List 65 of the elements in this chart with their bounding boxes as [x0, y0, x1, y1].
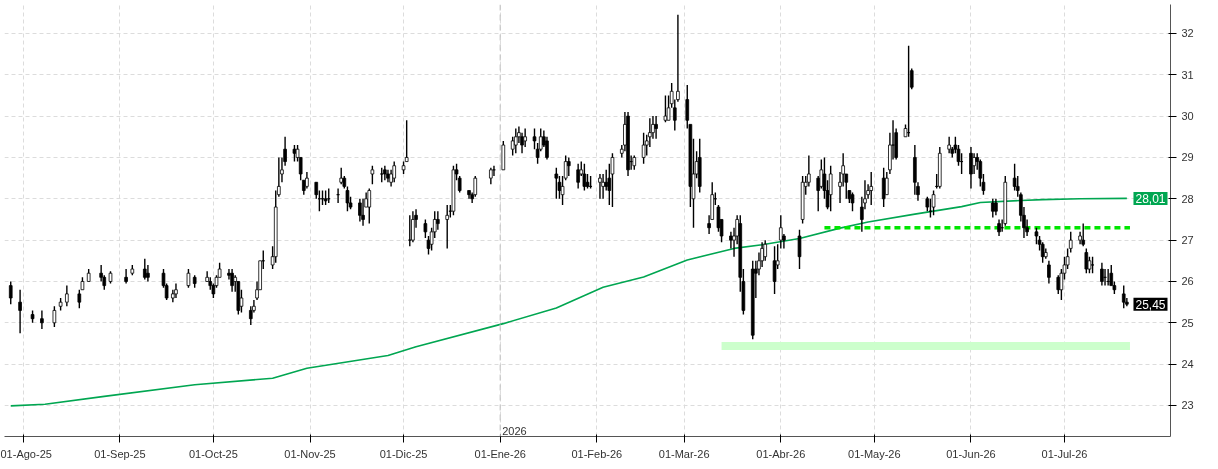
y-tick-label: 26: [1181, 275, 1194, 288]
candlestick: [676, 14, 680, 103]
candlestick: [610, 152, 615, 208]
y-tick-label: 24: [1181, 358, 1194, 371]
candlestick: [361, 198, 365, 227]
candlestick: [186, 268, 191, 289]
candlestick: [641, 131, 646, 165]
candlestick: [513, 127, 518, 155]
candlestick: [716, 204, 721, 233]
candlestick: [8, 280, 13, 305]
candlestick: [124, 268, 128, 285]
candlestick: [654, 115, 658, 140]
x-tick-label: 01-Ago-25: [0, 447, 52, 460]
x-tick-label: 01-Nov-25: [284, 447, 336, 460]
candlestick: [370, 165, 375, 186]
candlestick: [142, 258, 147, 281]
y-tick-label: 29: [1181, 151, 1194, 164]
candlestick: [52, 305, 57, 328]
annotation: 28,01: [1135, 191, 1166, 206]
x-tick-label: 01-May-26: [848, 447, 901, 460]
x-tick-label: 01-Sep-25: [94, 447, 146, 460]
candlestick: [566, 156, 571, 177]
candlestick: [407, 214, 412, 248]
x-tick-label: 01-Ene-26: [474, 447, 526, 460]
candlestick: [881, 167, 886, 208]
candlestick: [532, 127, 537, 150]
candlestick: [828, 165, 833, 212]
candlestick: [77, 289, 82, 310]
y-tick-label: 25: [1181, 316, 1194, 329]
candlestick: [358, 198, 362, 223]
candlestick: [663, 94, 668, 124]
candlestick: [772, 245, 777, 295]
ref-line-label: 2026: [502, 424, 527, 437]
x-tick-label: 01-Abr-26: [756, 447, 806, 460]
x-tick-label: 01-Jun-26: [946, 447, 996, 460]
candlestick: [554, 167, 559, 200]
x-tick-label: 01-Dic-25: [379, 447, 428, 460]
y-tick-label: 30: [1181, 110, 1194, 123]
candlestick: [392, 160, 397, 183]
x-tick-label: 01-Feb-26: [571, 447, 623, 460]
candlestick: [404, 119, 409, 163]
candlestick: [40, 309, 44, 330]
x-tick-label: 01-Oct-25: [188, 447, 238, 460]
candlestick: [1100, 262, 1104, 287]
candlestick: [18, 289, 22, 334]
annotation: 25,45: [1135, 297, 1166, 312]
y-tick-label: 27: [1181, 234, 1194, 247]
candlestick: [423, 218, 428, 239]
candlestick: [884, 171, 889, 196]
candlestick: [969, 146, 973, 190]
y-tick-label: 32: [1181, 27, 1194, 40]
x-tick-label: 01-Jul-26: [1041, 447, 1088, 460]
candlestick: [931, 189, 936, 217]
candlestick: [797, 229, 802, 270]
y-tick-label: 23: [1181, 399, 1194, 412]
candlestick: [411, 210, 415, 243]
candlestick: [146, 264, 150, 283]
y-tick-label: 28: [1181, 192, 1194, 205]
candlestick: [598, 173, 602, 200]
candlestick: [436, 210, 440, 231]
candlestick: [1047, 260, 1051, 285]
x-tick-label: 01-Mar-26: [658, 447, 710, 460]
y-tick-label: 31: [1181, 68, 1194, 81]
candlestick: [869, 171, 874, 206]
candlestick: [65, 284, 69, 307]
